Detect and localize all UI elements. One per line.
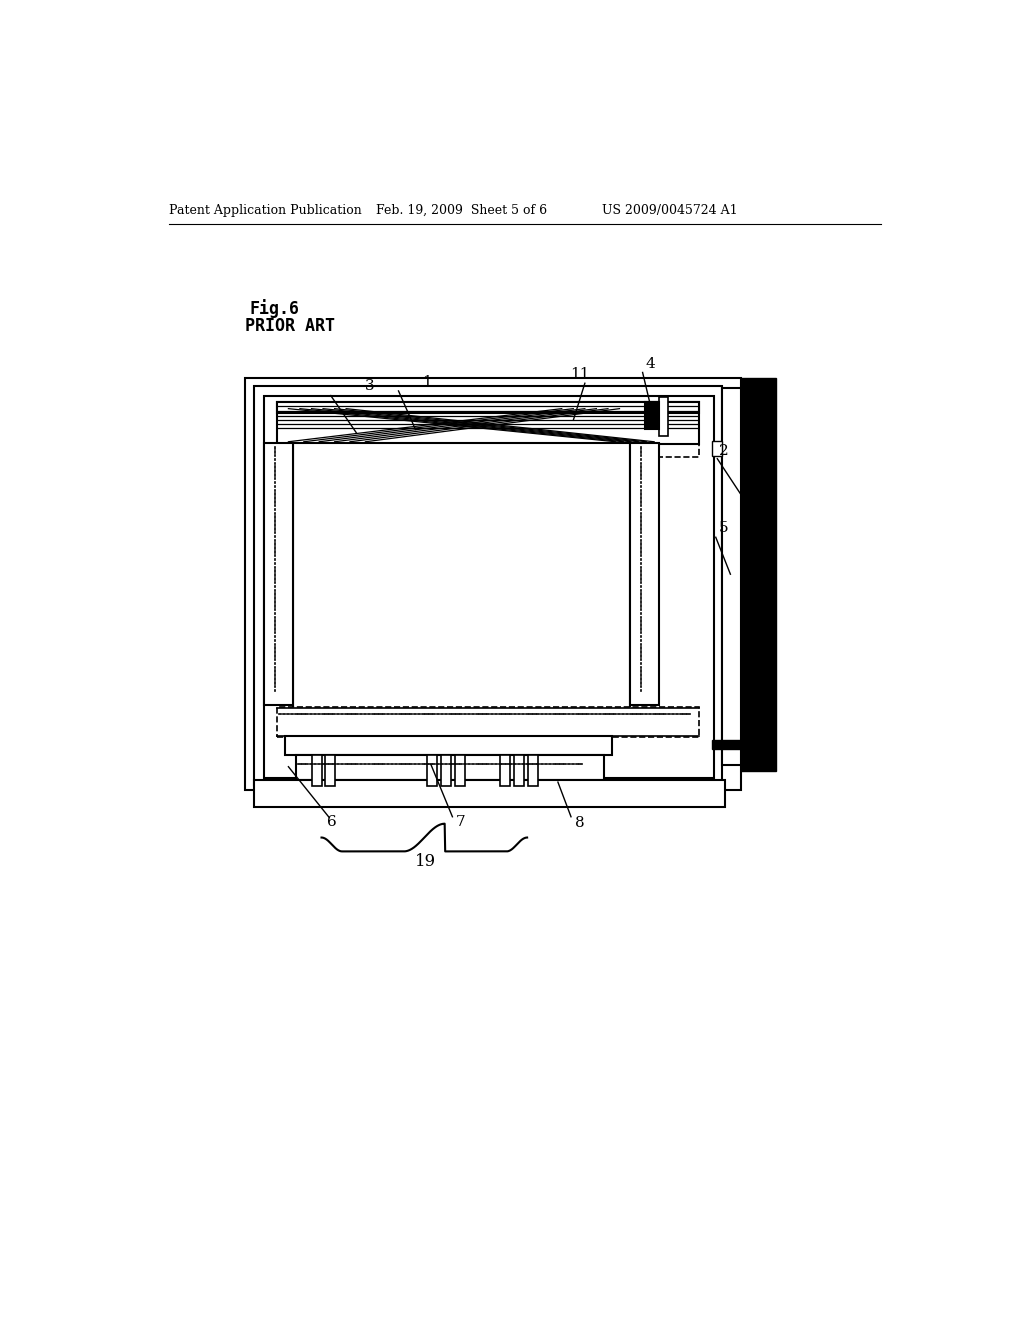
Bar — [455, 755, 465, 785]
Bar — [500, 755, 510, 785]
Bar — [427, 755, 437, 785]
Bar — [276, 401, 698, 444]
Bar — [254, 780, 725, 807]
Bar — [645, 401, 658, 429]
Bar — [630, 444, 658, 705]
Text: Fig.6: Fig.6 — [250, 300, 300, 318]
Bar — [245, 378, 741, 789]
Bar — [293, 444, 630, 709]
Text: 6: 6 — [328, 816, 337, 829]
Text: 5: 5 — [719, 521, 728, 535]
Bar — [326, 755, 336, 785]
Bar — [441, 755, 451, 785]
Text: 7: 7 — [456, 816, 465, 829]
Bar — [296, 755, 604, 780]
Text: 11: 11 — [569, 367, 589, 381]
Bar — [276, 401, 698, 457]
Text: 1: 1 — [422, 375, 432, 389]
Text: 3: 3 — [365, 379, 374, 392]
Text: 2: 2 — [719, 444, 728, 458]
Bar — [741, 378, 776, 771]
Bar — [276, 401, 698, 413]
Text: 4: 4 — [645, 356, 655, 371]
Text: PRIOR ART: PRIOR ART — [245, 317, 335, 335]
Bar — [514, 755, 524, 785]
Text: 19: 19 — [415, 853, 436, 870]
Bar — [285, 737, 611, 755]
Bar — [254, 387, 722, 785]
Text: Patent Application Publication: Patent Application Publication — [169, 205, 361, 218]
Bar — [264, 396, 714, 779]
Bar — [722, 388, 741, 766]
Bar — [528, 755, 538, 785]
Text: US 2009/0045724 A1: US 2009/0045724 A1 — [602, 205, 737, 218]
Bar — [658, 397, 668, 436]
Bar — [712, 441, 722, 457]
Text: 8: 8 — [574, 816, 585, 830]
Bar — [712, 739, 741, 748]
Text: Feb. 19, 2009  Sheet 5 of 6: Feb. 19, 2009 Sheet 5 of 6 — [376, 205, 547, 218]
Bar — [264, 444, 293, 705]
Bar — [311, 755, 322, 785]
Bar — [276, 708, 698, 737]
